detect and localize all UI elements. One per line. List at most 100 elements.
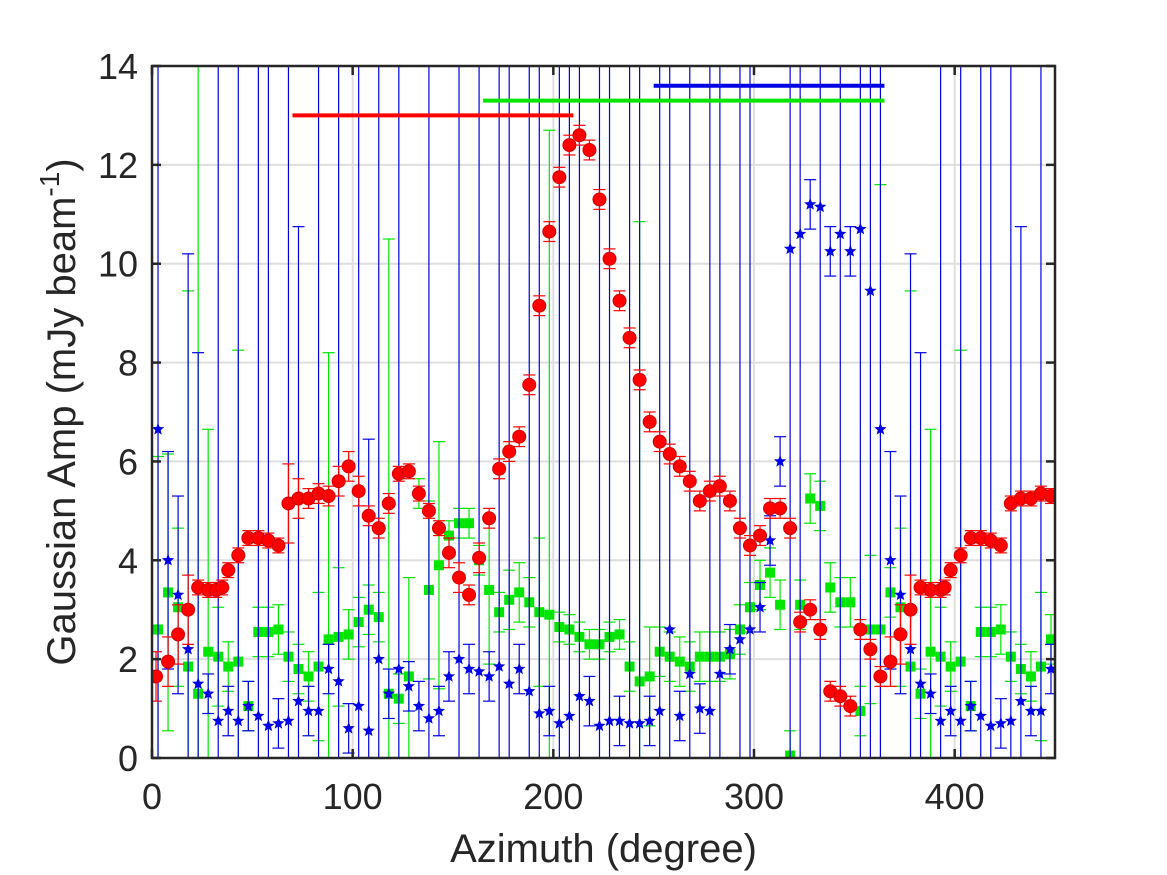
blue-point bbox=[553, 716, 566, 729]
red-point bbox=[632, 372, 647, 387]
blue-point bbox=[262, 719, 275, 732]
blue-point bbox=[994, 716, 1007, 729]
green-point bbox=[1045, 634, 1055, 645]
x-tick-label: 0 bbox=[142, 776, 162, 817]
plot-frame bbox=[150, 64, 1057, 760]
blue-point bbox=[573, 689, 586, 702]
red-point bbox=[492, 461, 507, 476]
blue-point bbox=[533, 707, 546, 719]
red-point bbox=[452, 570, 467, 585]
red-point bbox=[622, 330, 637, 345]
red-point bbox=[993, 538, 1008, 553]
green-point bbox=[433, 560, 444, 571]
green-point bbox=[765, 567, 776, 578]
green-point bbox=[1025, 671, 1036, 682]
blue-point bbox=[1014, 694, 1028, 707]
red-point bbox=[953, 548, 968, 563]
red-point bbox=[813, 622, 828, 637]
green-point bbox=[323, 634, 334, 645]
blue-point bbox=[152, 422, 165, 435]
blue-point bbox=[482, 669, 496, 682]
red-point bbox=[341, 459, 356, 474]
red-point bbox=[893, 627, 908, 642]
green-point bbox=[584, 639, 595, 650]
red-point bbox=[692, 493, 707, 508]
blue-point bbox=[713, 667, 727, 680]
red-point bbox=[552, 170, 567, 185]
blue-point bbox=[302, 704, 315, 717]
blue-point bbox=[783, 242, 797, 255]
green-point bbox=[825, 582, 836, 593]
red-point bbox=[215, 580, 230, 595]
red-point bbox=[712, 479, 727, 494]
red-point bbox=[181, 602, 196, 617]
red-point bbox=[783, 521, 798, 536]
blue-point bbox=[171, 588, 185, 601]
red-point bbox=[722, 493, 737, 508]
blue-point bbox=[733, 632, 747, 645]
y-axis-label-close: ) bbox=[40, 158, 84, 171]
blue-point bbox=[914, 677, 927, 690]
blue-point bbox=[1044, 662, 1055, 675]
red-point bbox=[421, 503, 436, 518]
series-layer bbox=[152, 66, 1055, 758]
red-point bbox=[522, 377, 537, 392]
red-point bbox=[512, 429, 527, 444]
blue-point bbox=[653, 704, 666, 717]
green-point bbox=[544, 609, 555, 620]
blue-point bbox=[974, 709, 987, 722]
blue-point bbox=[593, 719, 606, 732]
blue-point bbox=[633, 716, 646, 729]
blue-point bbox=[442, 669, 456, 682]
green-point bbox=[674, 656, 685, 667]
red-point bbox=[943, 563, 958, 578]
red-point bbox=[401, 464, 416, 479]
red-point bbox=[672, 459, 687, 474]
blue-point bbox=[613, 714, 626, 727]
green-point bbox=[273, 624, 284, 635]
blue-point bbox=[503, 677, 516, 690]
blue-point bbox=[452, 652, 466, 665]
blue-point bbox=[824, 244, 837, 257]
blue-point bbox=[352, 699, 365, 712]
green-point bbox=[845, 597, 856, 608]
x-tick-label: 100 bbox=[323, 776, 383, 817]
y-tick-label: 2 bbox=[118, 639, 138, 680]
blue-point bbox=[232, 714, 245, 727]
blue-point bbox=[954, 714, 967, 727]
red-point bbox=[592, 192, 607, 207]
x-tick-label: 400 bbox=[925, 776, 985, 817]
red-point bbox=[462, 587, 477, 602]
blue-point bbox=[242, 699, 255, 712]
blue-point bbox=[432, 704, 446, 717]
red-point bbox=[572, 128, 587, 143]
blue-point bbox=[513, 662, 526, 675]
blue-point bbox=[643, 714, 656, 727]
blue-point bbox=[161, 553, 175, 566]
red-point bbox=[331, 474, 346, 489]
y-axis-label-main: Gaussian Amp (mJy beam bbox=[40, 197, 84, 666]
blue-point bbox=[392, 662, 405, 675]
blue-point bbox=[252, 709, 265, 722]
red-point bbox=[753, 528, 768, 543]
blue-point bbox=[362, 724, 375, 737]
blue-point bbox=[984, 719, 997, 732]
blue-point bbox=[322, 662, 335, 675]
red-point bbox=[562, 138, 577, 153]
blue-point bbox=[212, 714, 225, 727]
red-point bbox=[803, 602, 818, 617]
red-point bbox=[321, 489, 336, 504]
blue-point bbox=[282, 714, 295, 727]
x-tick-label: 200 bbox=[523, 776, 583, 817]
red-point bbox=[773, 501, 788, 516]
blue-point bbox=[472, 665, 486, 677]
blue-point bbox=[523, 684, 536, 697]
y-tick-label: 10 bbox=[98, 244, 138, 285]
y-axis-label-superscript: -1 bbox=[34, 172, 65, 197]
blue-point bbox=[693, 702, 706, 714]
green-point bbox=[775, 599, 786, 610]
blue-point bbox=[794, 227, 807, 240]
red-point bbox=[602, 251, 617, 266]
blue-point bbox=[493, 660, 506, 672]
